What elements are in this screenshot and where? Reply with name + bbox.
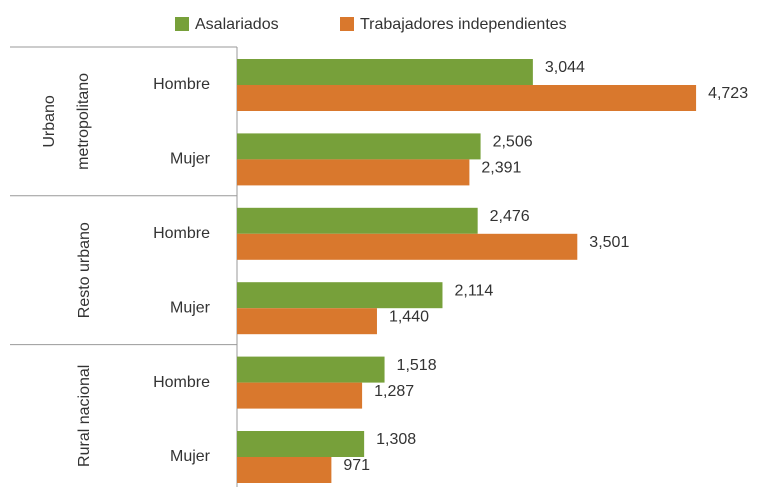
bar bbox=[237, 133, 481, 160]
legend-swatch bbox=[175, 17, 189, 31]
bar bbox=[237, 457, 332, 483]
legend-swatch bbox=[340, 17, 354, 31]
value-label: 1,308 bbox=[376, 431, 416, 448]
value-label: 2,391 bbox=[481, 160, 521, 177]
value-label: 1,518 bbox=[397, 357, 437, 374]
value-label: 4,723 bbox=[708, 85, 748, 102]
value-label: 2,114 bbox=[454, 282, 493, 299]
bar bbox=[237, 85, 697, 111]
value-label: 1,287 bbox=[374, 383, 414, 400]
category-label: Mujer bbox=[170, 151, 211, 168]
value-label: 3,501 bbox=[589, 234, 629, 251]
bar bbox=[237, 59, 533, 85]
group-label: Resto urbano bbox=[76, 222, 93, 318]
value-label: 2,476 bbox=[490, 208, 530, 225]
category-label: Hombre bbox=[153, 374, 210, 391]
category-label: Mujer bbox=[170, 448, 211, 465]
value-label: 1,440 bbox=[389, 308, 429, 325]
legend-label: Asalariados bbox=[195, 16, 279, 33]
category-label: Hombre bbox=[153, 225, 210, 242]
value-label: 971 bbox=[343, 457, 370, 474]
group-label: Rural nacional bbox=[76, 365, 93, 467]
category-label: Hombre bbox=[153, 76, 210, 93]
bar bbox=[237, 282, 443, 309]
bar bbox=[237, 233, 578, 260]
bar bbox=[237, 431, 365, 457]
bar bbox=[237, 159, 470, 186]
group-label: metropolitano bbox=[75, 73, 92, 170]
bar bbox=[237, 308, 377, 335]
value-label: 2,506 bbox=[493, 134, 533, 151]
group-label: Urbano bbox=[41, 95, 58, 148]
value-label: 3,044 bbox=[545, 59, 585, 76]
bar bbox=[237, 356, 385, 383]
bar bbox=[237, 382, 363, 409]
category-label: Mujer bbox=[170, 299, 211, 316]
legend-label: Trabajadores independientes bbox=[360, 16, 567, 33]
bar bbox=[237, 207, 478, 234]
